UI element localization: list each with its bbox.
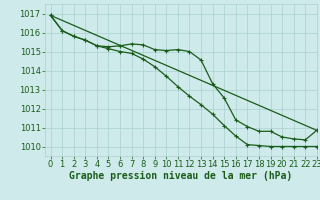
X-axis label: Graphe pression niveau de la mer (hPa): Graphe pression niveau de la mer (hPa) [69, 171, 292, 181]
